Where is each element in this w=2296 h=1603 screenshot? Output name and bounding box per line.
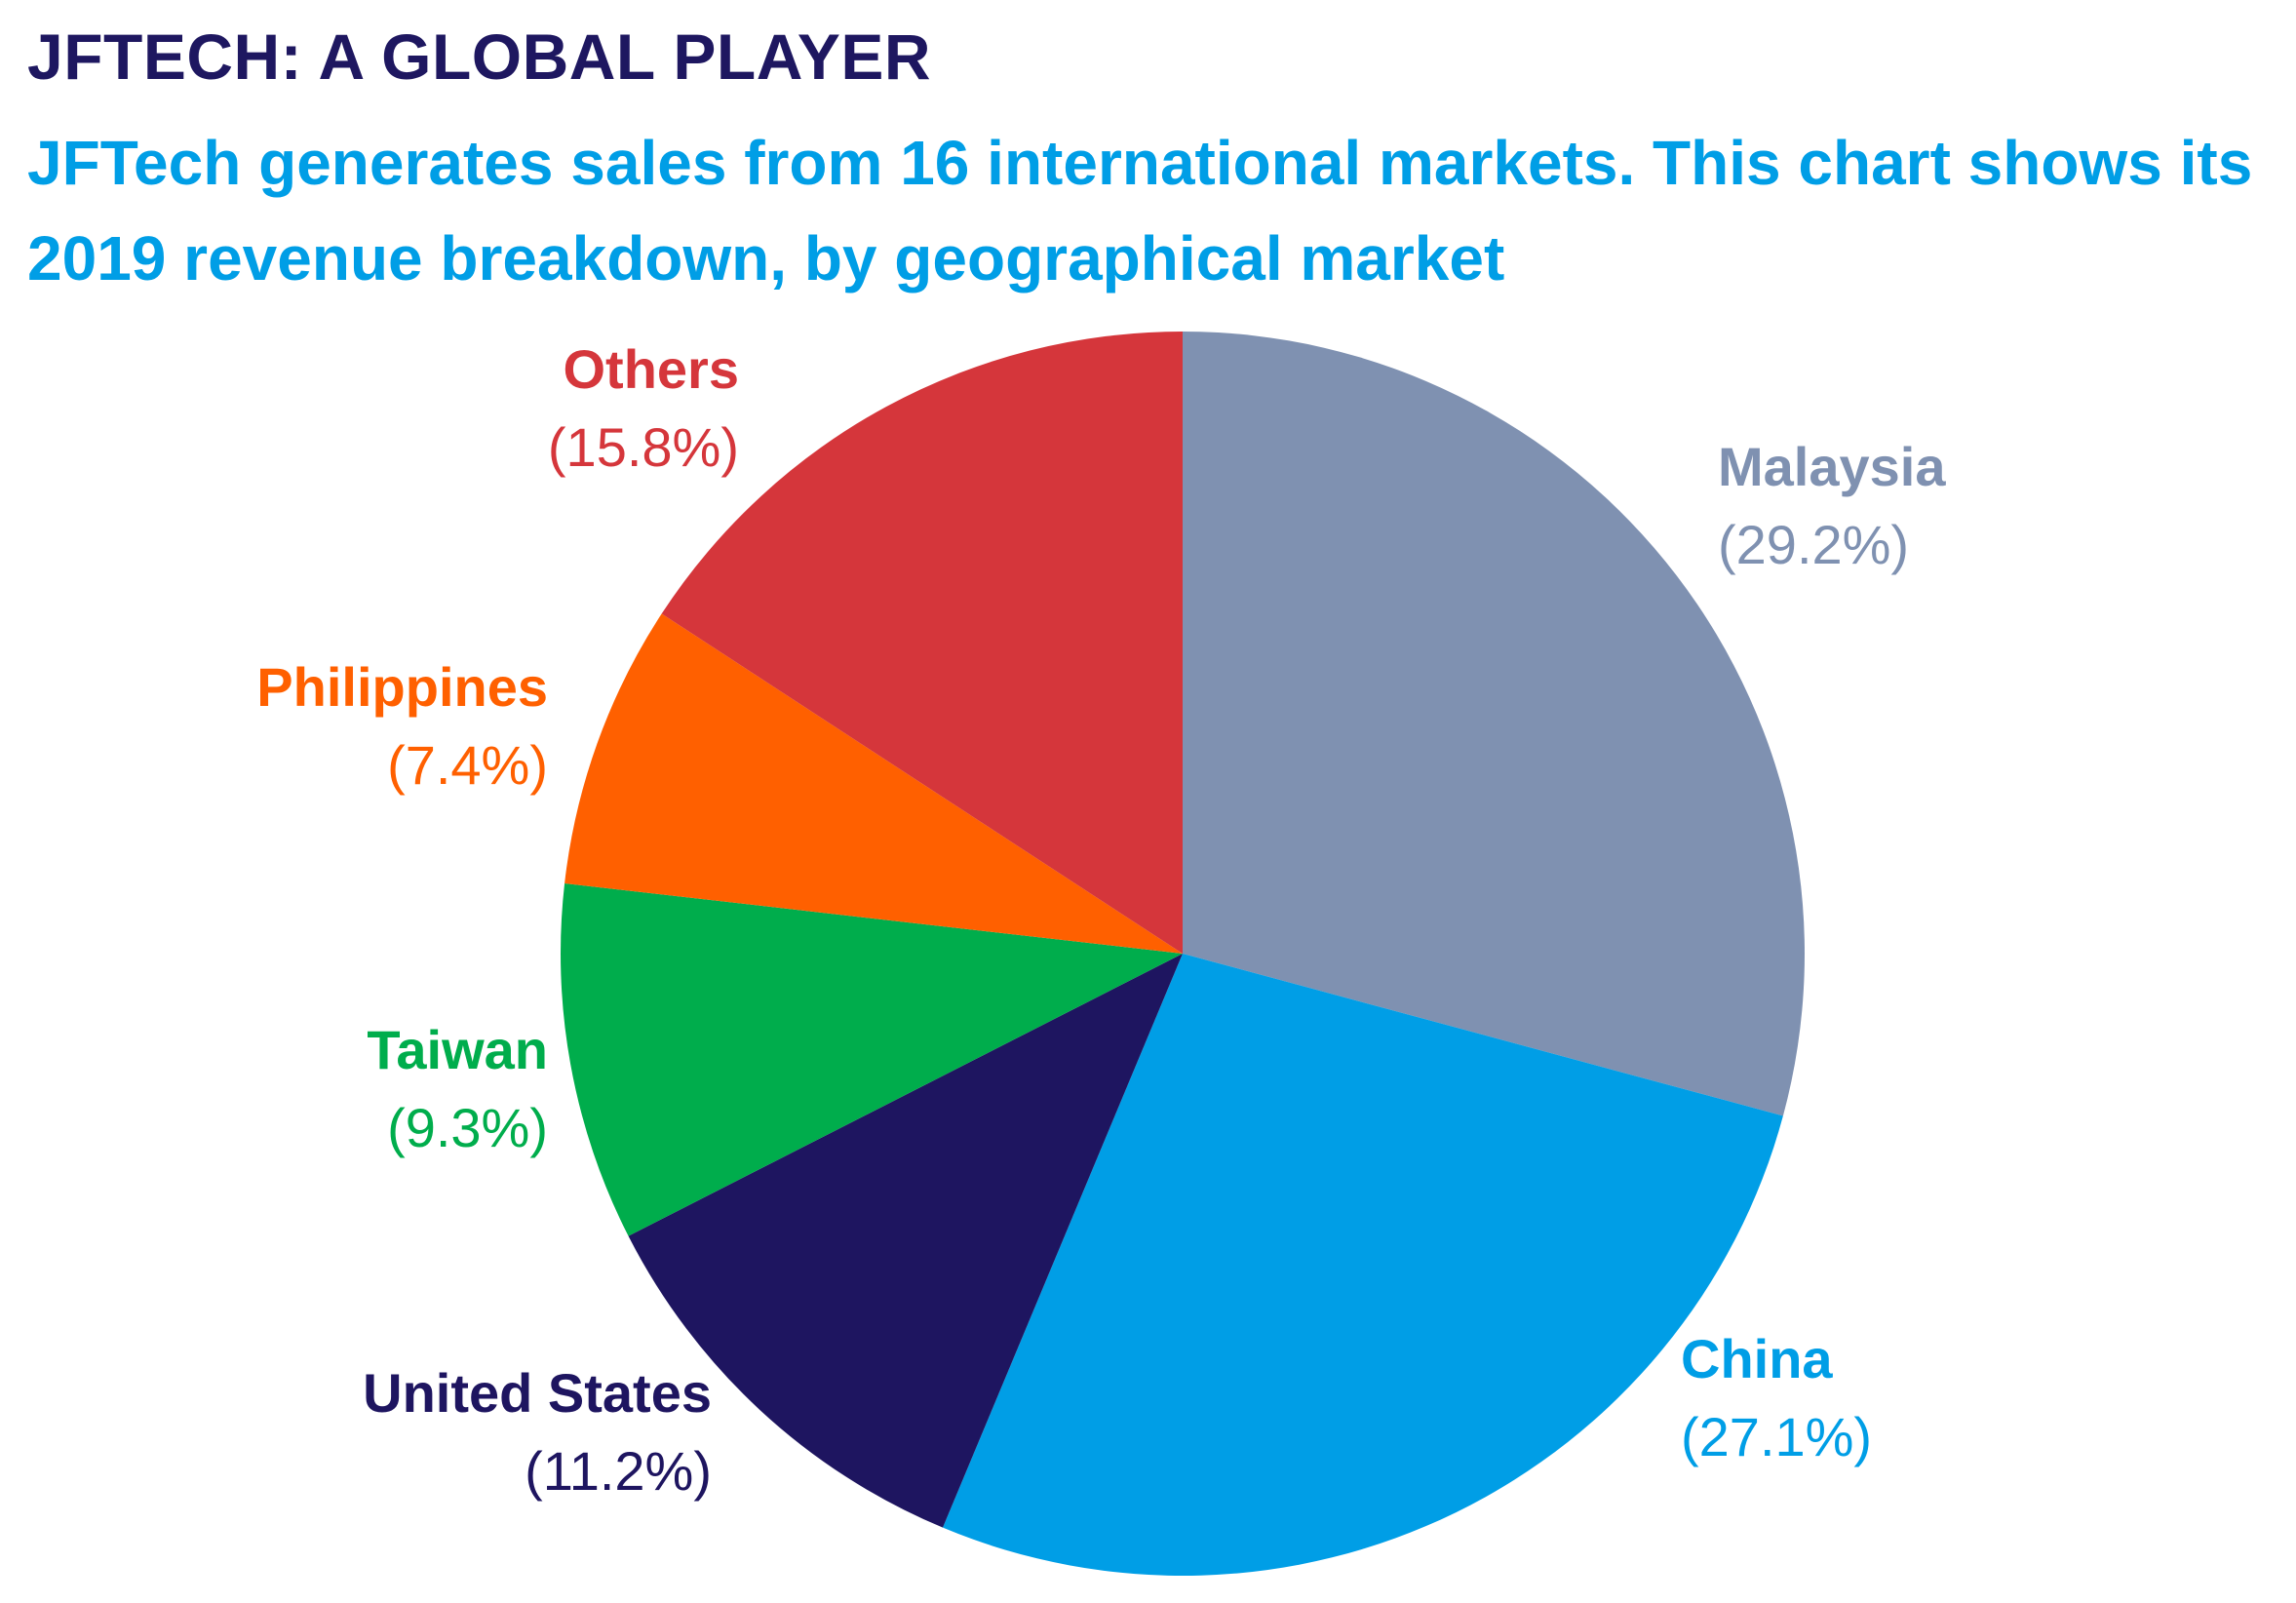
pie-slice-others: [661, 332, 1183, 954]
pie-slice-united-states: [628, 954, 1183, 1528]
slice-label-others: Others: [564, 338, 740, 400]
slice-label-china: China: [1681, 1328, 1833, 1389]
pie-labels: Malaysia (29.2%) China (27.1%) United States…: [256, 338, 1946, 1502]
slice-label-united-states: United States: [363, 1362, 712, 1424]
pie-slice-china: [943, 954, 1783, 1577]
slice-value-label-malaysia: (29.2%): [1718, 514, 1909, 575]
slice-value-label-china: (27.1%): [1681, 1406, 1872, 1467]
slice-value-label-philippines: (7.4%): [387, 734, 548, 796]
chart-title: JFTECH: A GLOBAL PLAYER: [27, 20, 932, 93]
pie-slice-taiwan: [561, 883, 1183, 1236]
slice-label-philippines: Philippines: [256, 656, 548, 718]
pie-slice-malaysia: [1183, 332, 1805, 1116]
slice-label-malaysia: Malaysia: [1718, 436, 1946, 497]
pie-slice-philippines: [564, 613, 1183, 954]
slice-label-taiwan: Taiwan: [367, 1019, 548, 1080]
slice-value-label-united-states: (11.2%): [525, 1440, 712, 1502]
pie-slices: [561, 332, 1805, 1577]
chart-subtitle: JFTech generates sales from 16 internati…: [27, 128, 2253, 293]
slice-value-label-taiwan: (9.3%): [387, 1097, 548, 1158]
slice-value-label-others: (15.8%): [548, 416, 739, 478]
